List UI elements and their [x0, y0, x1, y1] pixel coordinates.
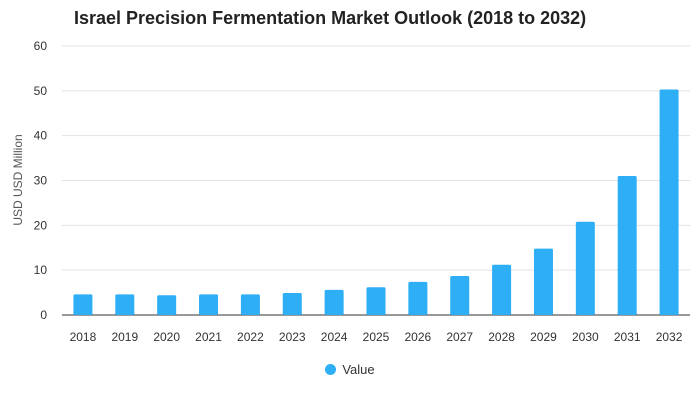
bar-2027 [450, 275, 470, 315]
legend-label: Value [342, 362, 375, 377]
bar-2029 [533, 248, 553, 315]
x-tick-label: 2025 [363, 330, 390, 344]
bar-2018 [73, 294, 93, 315]
x-tick-label: 2028 [488, 330, 515, 344]
legend-swatch [325, 364, 337, 375]
x-tick-label: 2026 [405, 330, 432, 344]
y-tick-label: 60 [34, 39, 48, 53]
bar-2021 [199, 294, 219, 315]
bar-2030 [575, 221, 595, 315]
y-tick-label: 50 [34, 84, 48, 98]
x-tick-label: 2027 [446, 330, 473, 344]
bar-2023 [282, 293, 302, 315]
x-tick-label: 2030 [572, 330, 599, 344]
bar-2022 [240, 294, 260, 315]
x-tick-label: 2031 [614, 330, 641, 344]
x-tick-label: 2018 [70, 330, 97, 344]
bar-2020 [157, 295, 177, 315]
bar-2028 [492, 264, 512, 315]
bar-2019 [115, 294, 135, 315]
gridlines [62, 45, 690, 316]
bars [73, 89, 679, 315]
y-tick-label: 10 [34, 263, 48, 277]
chart-title: Israel Precision Fermentation Market Out… [74, 8, 587, 28]
y-axis-label: USD USD Million [11, 134, 25, 225]
y-tick-label: 20 [34, 218, 48, 232]
x-tick-label: 2020 [153, 330, 180, 344]
y-tick-label: 0 [40, 308, 47, 322]
bar-2031 [617, 176, 637, 315]
y-tick-label: 40 [34, 129, 48, 143]
x-tick-label: 2032 [656, 330, 683, 344]
legend: Value [0, 362, 700, 377]
x-tick-label: 2029 [530, 330, 557, 344]
bar-2026 [408, 281, 428, 315]
x-tick-label: 2022 [237, 330, 264, 344]
x-axis-ticks: 2018 2019 2020 2021 2022 2023 2024 2025 2026 2027… [70, 330, 683, 344]
x-tick-label: 2019 [111, 330, 138, 344]
y-tick-label: 30 [34, 174, 48, 188]
x-tick-label: 2021 [195, 330, 222, 344]
bar-2024 [324, 289, 344, 315]
bar-2032 [659, 89, 679, 315]
y-axis-ticks: 0 10 20 30 40 50 60 [34, 39, 48, 322]
x-tick-label: 2024 [321, 330, 348, 344]
bar-2025 [366, 287, 386, 315]
x-tick-label: 2023 [279, 330, 306, 344]
